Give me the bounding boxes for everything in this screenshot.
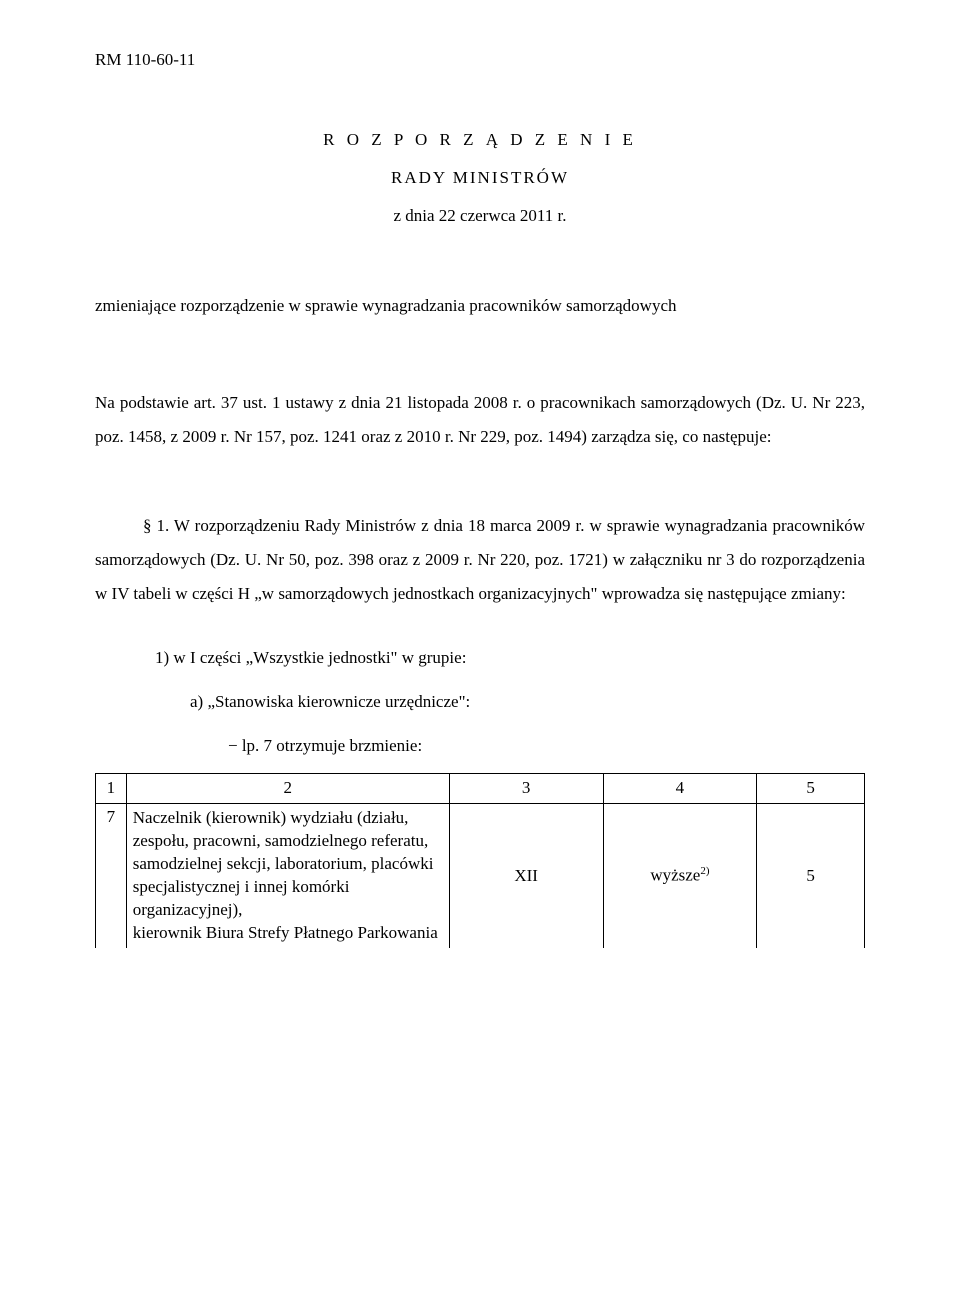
table-cell-lp: 7 bbox=[96, 803, 127, 947]
amendment-list: 1) w I części „Wszystkie jednostki" w gr… bbox=[95, 641, 865, 763]
table-cell-category: XII bbox=[449, 803, 603, 947]
table-header-col3: 3 bbox=[449, 774, 603, 804]
table-cell-education: wyższe2) bbox=[603, 803, 757, 947]
amendment-table: 1 2 3 4 5 7 Naczelnik (kierownik) wydzia… bbox=[95, 773, 865, 948]
table-header-col5: 5 bbox=[757, 774, 865, 804]
table-header-col1: 1 bbox=[96, 774, 127, 804]
document-title: R O Z P O R Z Ą D Z E N I E bbox=[95, 130, 865, 150]
paragraph-1: § 1. W rozporządzeniu Rady Ministrów z d… bbox=[95, 509, 865, 611]
table-cell-education-footnote: 2) bbox=[700, 865, 709, 877]
list-item-1: 1) w I części „Wszystkie jednostki" w gr… bbox=[95, 641, 865, 675]
list-item-a: a) „Stanowiska kierownicze urzędnicze": bbox=[95, 685, 865, 719]
table-cell-education-text: wyższe bbox=[650, 866, 700, 885]
legal-basis-paragraph: Na podstawie art. 37 ust. 1 ustawy z dni… bbox=[95, 386, 865, 454]
list-item-dash: − lp. 7 otrzymuje brzmienie: bbox=[95, 729, 865, 763]
document-number: RM 110-60-11 bbox=[95, 50, 865, 70]
table-header-row: 1 2 3 4 5 bbox=[96, 774, 865, 804]
table-cell-years: 5 bbox=[757, 803, 865, 947]
document-date: z dnia 22 czerwca 2011 r. bbox=[95, 206, 865, 226]
document-subject: zmieniające rozporządzenie w sprawie wyn… bbox=[95, 296, 865, 316]
table-cell-position: Naczelnik (kierownik) wydziału (działu, … bbox=[126, 803, 449, 947]
table-header-col2: 2 bbox=[126, 774, 449, 804]
table-header-col4: 4 bbox=[603, 774, 757, 804]
document-subtitle: RADY MINISTRÓW bbox=[95, 168, 865, 188]
table-row: 7 Naczelnik (kierownik) wydziału (działu… bbox=[96, 803, 865, 947]
